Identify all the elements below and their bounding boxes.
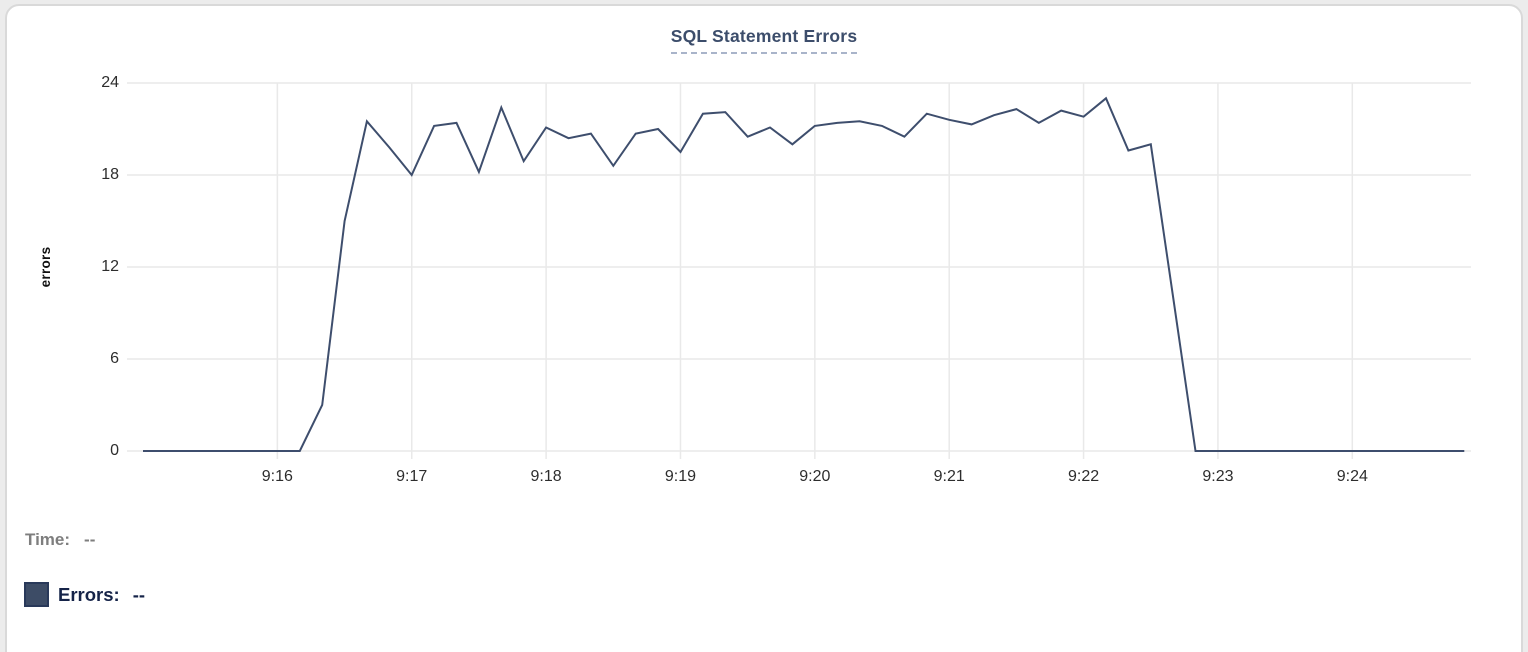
y-tick-label: 18 (101, 166, 119, 183)
chart-card (5, 4, 1523, 652)
errors-series-swatch (24, 582, 49, 607)
y-tick-label: 12 (101, 258, 119, 275)
x-tick-label: 9:24 (1336, 468, 1368, 485)
x-tick-label: 9:21 (933, 468, 965, 485)
time-label: Time: (25, 530, 71, 549)
y-tick-label: 0 (110, 442, 119, 459)
x-tick-label: 9:20 (799, 468, 831, 485)
chart-title[interactable]: SQL Statement Errors (670, 26, 858, 54)
time-value: -- (84, 530, 96, 549)
x-tick-label: 9:22 (1067, 468, 1100, 485)
x-tick-label: 9:19 (664, 468, 697, 485)
y-axis-title: errors (38, 246, 53, 288)
y-tick-label: 6 (110, 350, 119, 367)
hover-readout-time: Time: -- (25, 530, 95, 550)
x-tick-label: 9:18 (530, 468, 562, 485)
errors-series-line (143, 96, 1465, 452)
hover-readout-errors: Errors: -- (24, 582, 145, 607)
errors-label: Errors: (58, 583, 120, 605)
x-tick-label: 9:16 (261, 468, 293, 485)
y-tick-label: 24 (101, 74, 119, 91)
chart-header: SQL Statement Errors (0, 26, 1528, 54)
x-tick-label: 9:23 (1202, 468, 1234, 485)
x-tick-label: 9:17 (396, 468, 428, 485)
sql-errors-line-chart[interactable] (127, 81, 1477, 463)
errors-value: -- (132, 583, 146, 605)
